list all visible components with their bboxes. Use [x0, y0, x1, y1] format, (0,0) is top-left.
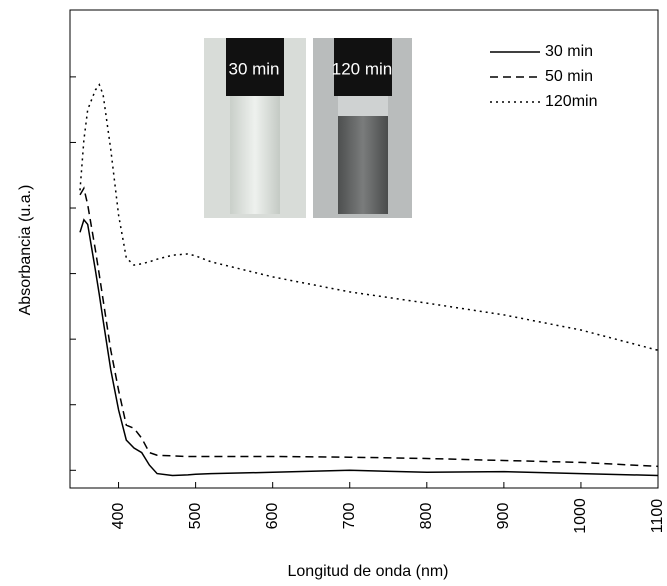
cap	[334, 38, 392, 96]
inset-photos: 30 min 120 min	[204, 38, 412, 218]
x-tick-label: 800	[418, 503, 435, 530]
x-tick-label: 1100	[649, 499, 666, 534]
series-line	[79, 186, 659, 468]
legend-label: 30 min	[545, 43, 593, 60]
plot-frame	[69, 9, 659, 489]
x-tick-label: 900	[495, 503, 512, 530]
x-tick-label: 600	[264, 503, 281, 530]
x-tick-label: 400	[110, 503, 127, 530]
legend-label: 120min	[545, 93, 597, 110]
annotation: 120 min	[332, 59, 392, 78]
x-tick-label: 500	[187, 503, 204, 530]
vial	[338, 96, 388, 116]
y-axis-label: Absorbancia (u.a.)	[17, 185, 34, 316]
vial	[338, 116, 388, 214]
annotation: 30 min	[228, 59, 279, 78]
series-line	[79, 218, 659, 477]
cap	[226, 38, 284, 96]
vial	[230, 96, 280, 214]
legend-label: 50 min	[545, 68, 593, 85]
x-axis-label: Longitud de onda (nm)	[288, 563, 449, 580]
x-tick-label: 1000	[572, 498, 589, 534]
x-tick-label: 700	[341, 503, 358, 530]
